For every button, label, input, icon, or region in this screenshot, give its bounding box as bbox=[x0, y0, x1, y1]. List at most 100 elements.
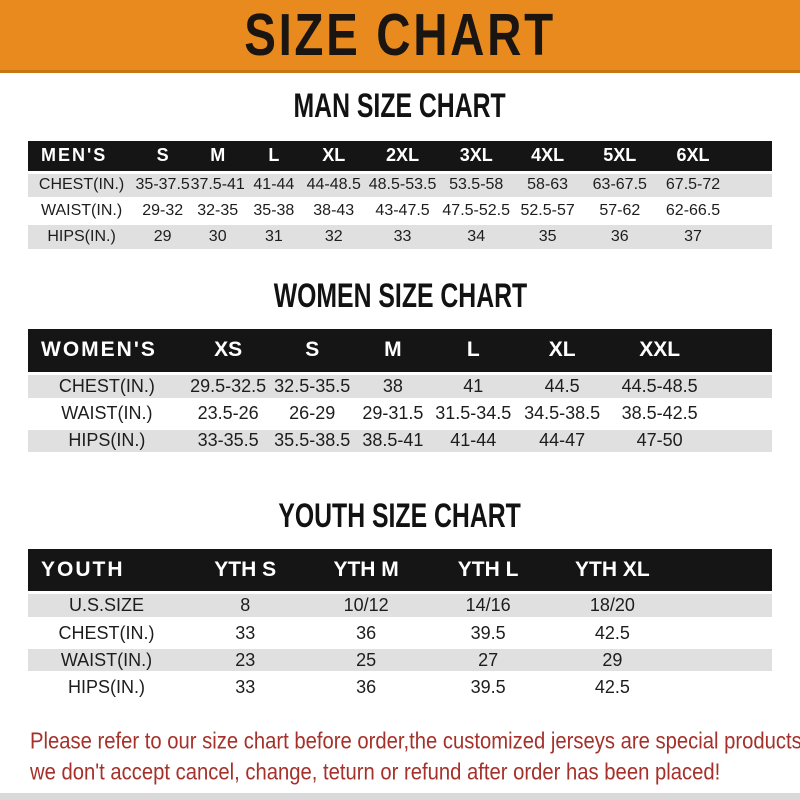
size-column-header: 5XL bbox=[582, 141, 657, 174]
section-youth: YOUTH SIZE CHART YOUTH YTH S YTH M YTH L YTH … bbox=[0, 495, 800, 703]
row-label: U.S.SIZE bbox=[28, 592, 185, 622]
row-label: CHEST(IN.) bbox=[28, 172, 136, 199]
footer-line-2: we don't accept cancel, change, teturn o… bbox=[30, 758, 721, 785]
size-value-cell: 29-32 bbox=[135, 198, 191, 225]
size-value-cell: 34 bbox=[440, 224, 513, 251]
size-column-header: XL bbox=[302, 141, 365, 174]
size-value-cell: 41-44 bbox=[431, 427, 515, 457]
row-label: WAIST(IN.) bbox=[28, 198, 136, 225]
table-header-row: MEN'S S M L XL 2XL 3XL 4XL 5XL 6XL bbox=[28, 141, 772, 174]
size-value-cell: 44.5 bbox=[514, 373, 610, 403]
section-title-text: YOUTH SIZE CHART bbox=[278, 495, 522, 535]
size-value-cell: 39.5 bbox=[426, 673, 550, 703]
size-value-cell: 37.5-41 bbox=[190, 172, 246, 199]
row-filler-cell bbox=[709, 400, 772, 430]
size-column-header: XL bbox=[514, 329, 610, 375]
header-filler-cell bbox=[675, 548, 772, 594]
size-value-cell: 47.5-52.5 bbox=[440, 198, 513, 225]
size-value-cell: 34.5-38.5 bbox=[514, 400, 610, 430]
size-value-cell: 35-38 bbox=[245, 198, 303, 225]
banner-title: SIZE CHART bbox=[244, 1, 556, 68]
table-row: HIPS(IN.) 33 36 39.5 42.5 bbox=[28, 673, 772, 703]
size-value-cell: 42.5 bbox=[549, 673, 676, 703]
size-value-cell: 53.5-58 bbox=[440, 172, 513, 199]
size-value-cell: 41-44 bbox=[245, 172, 303, 199]
table-row: WAIST(IN.) 23.5-26 26-29 29-31.5 31.5-34.5 34… bbox=[28, 400, 772, 430]
size-value-cell: 35 bbox=[512, 224, 583, 251]
size-value-cell: 35.5-38.5 bbox=[270, 427, 354, 457]
row-filler-cell bbox=[675, 592, 772, 622]
size-value-cell: 33 bbox=[184, 619, 306, 649]
table-row: U.S.SIZE 8 10/12 14/16 18/20 bbox=[28, 592, 772, 622]
size-column-header: 6XL bbox=[656, 141, 730, 174]
size-value-cell: 44-47 bbox=[514, 427, 610, 457]
size-value-cell: 23.5-26 bbox=[185, 400, 271, 430]
footer-line-1: Please refer to our size chart before or… bbox=[30, 727, 800, 754]
size-column-header: L bbox=[431, 329, 515, 375]
row-label: HIPS(IN.) bbox=[28, 224, 136, 251]
section-title: MAN SIZE CHART bbox=[0, 85, 800, 126]
banner: SIZE CHART bbox=[0, 0, 800, 73]
size-value-cell: 41 bbox=[431, 373, 515, 403]
row-label: CHEST(IN.) bbox=[28, 619, 185, 649]
size-value-cell: 38.5-41 bbox=[353, 427, 432, 457]
row-label: WAIST(IN.) bbox=[28, 400, 186, 430]
size-value-cell: 29.5-32.5 bbox=[185, 373, 271, 403]
size-value-cell: 38.5-42.5 bbox=[609, 400, 710, 430]
size-value-cell: 31 bbox=[245, 224, 303, 251]
row-filler-cell bbox=[729, 198, 772, 225]
size-value-cell: 67.5-72 bbox=[656, 172, 730, 199]
size-value-cell: 62-66.5 bbox=[656, 198, 730, 225]
header-filler-cell bbox=[729, 141, 772, 174]
size-value-cell: 58-63 bbox=[512, 172, 583, 199]
size-value-cell: 43-47.5 bbox=[364, 198, 441, 225]
table-header-row: WOMEN'S XS S M L XL XXL bbox=[28, 329, 772, 375]
size-value-cell: 38-43 bbox=[302, 198, 365, 225]
size-column-header: YTH XL bbox=[549, 548, 676, 594]
row-filler-cell bbox=[729, 172, 772, 199]
size-column-header: S bbox=[135, 141, 191, 174]
size-value-cell: 33-35.5 bbox=[185, 427, 271, 457]
table-row: WAIST(IN.) 29-32 32-35 35-38 38-43 43-47.5 47.… bbox=[28, 198, 772, 225]
size-column-header: XXL bbox=[609, 329, 710, 375]
size-column-header: 3XL bbox=[440, 141, 513, 174]
section-womens: WOMEN SIZE CHART WOMEN'S XS S M L XL XXL CHEST(I… bbox=[0, 275, 800, 457]
size-value-cell: 33 bbox=[364, 224, 441, 251]
sections-container: MAN SIZE CHART MEN'S S M L XL 2XL 3XL 4XL 5XL 6XL C… bbox=[0, 85, 800, 703]
table-row: HIPS(IN.) 29 30 31 32 33 34 35 36 37 bbox=[28, 224, 772, 251]
size-value-cell: 63-67.5 bbox=[582, 172, 657, 199]
size-value-cell: 32-35 bbox=[190, 198, 246, 225]
size-column-header: YTH M bbox=[305, 548, 427, 594]
section-title: YOUTH SIZE CHART bbox=[0, 495, 800, 535]
footer-note: Please refer to our size chart before or… bbox=[0, 725, 800, 787]
table-row: CHEST(IN.) 35-37.5 37.5-41 41-44 44-48.5 48.5… bbox=[28, 172, 772, 199]
size-value-cell: 32 bbox=[302, 224, 365, 251]
size-table-youth: YOUTH YTH S YTH M YTH L YTH XL U.S.SIZE 8 10/12… bbox=[28, 548, 772, 703]
size-value-cell: 42.5 bbox=[549, 619, 676, 649]
size-value-cell: 37 bbox=[656, 224, 730, 251]
size-value-cell: 31.5-34.5 bbox=[431, 400, 515, 430]
row-filler-cell bbox=[709, 427, 772, 457]
row-filler-cell bbox=[675, 619, 772, 649]
section-title-text: WOMEN SIZE CHART bbox=[273, 275, 527, 316]
table-corner-label: MEN'S bbox=[28, 141, 136, 174]
size-value-cell: 52.5-57 bbox=[512, 198, 583, 225]
size-value-cell: 32.5-35.5 bbox=[270, 373, 354, 403]
section-title-text: MAN SIZE CHART bbox=[293, 85, 507, 126]
row-filler-cell bbox=[675, 673, 772, 703]
size-value-cell: 47-50 bbox=[609, 427, 710, 457]
size-value-cell: 29-31.5 bbox=[353, 400, 432, 430]
table-row: CHEST(IN.) 33 36 39.5 42.5 bbox=[28, 619, 772, 649]
size-value-cell: 18/20 bbox=[549, 592, 676, 622]
row-label: CHEST(IN.) bbox=[28, 373, 186, 403]
size-column-header: M bbox=[353, 329, 432, 375]
row-label: HIPS(IN.) bbox=[28, 673, 185, 703]
size-column-header: 2XL bbox=[364, 141, 441, 174]
size-value-cell: 26-29 bbox=[270, 400, 354, 430]
size-value-cell: 39.5 bbox=[426, 619, 550, 649]
size-value-cell: 36 bbox=[582, 224, 657, 251]
row-filler-cell bbox=[709, 373, 772, 403]
size-table-mens: MEN'S S M L XL 2XL 3XL 4XL 5XL 6XL CHEST(IN.) 35-37… bbox=[28, 141, 772, 251]
table-row: HIPS(IN.) 33-35.5 35.5-38.5 38.5-41 41-44 44-… bbox=[28, 427, 772, 457]
